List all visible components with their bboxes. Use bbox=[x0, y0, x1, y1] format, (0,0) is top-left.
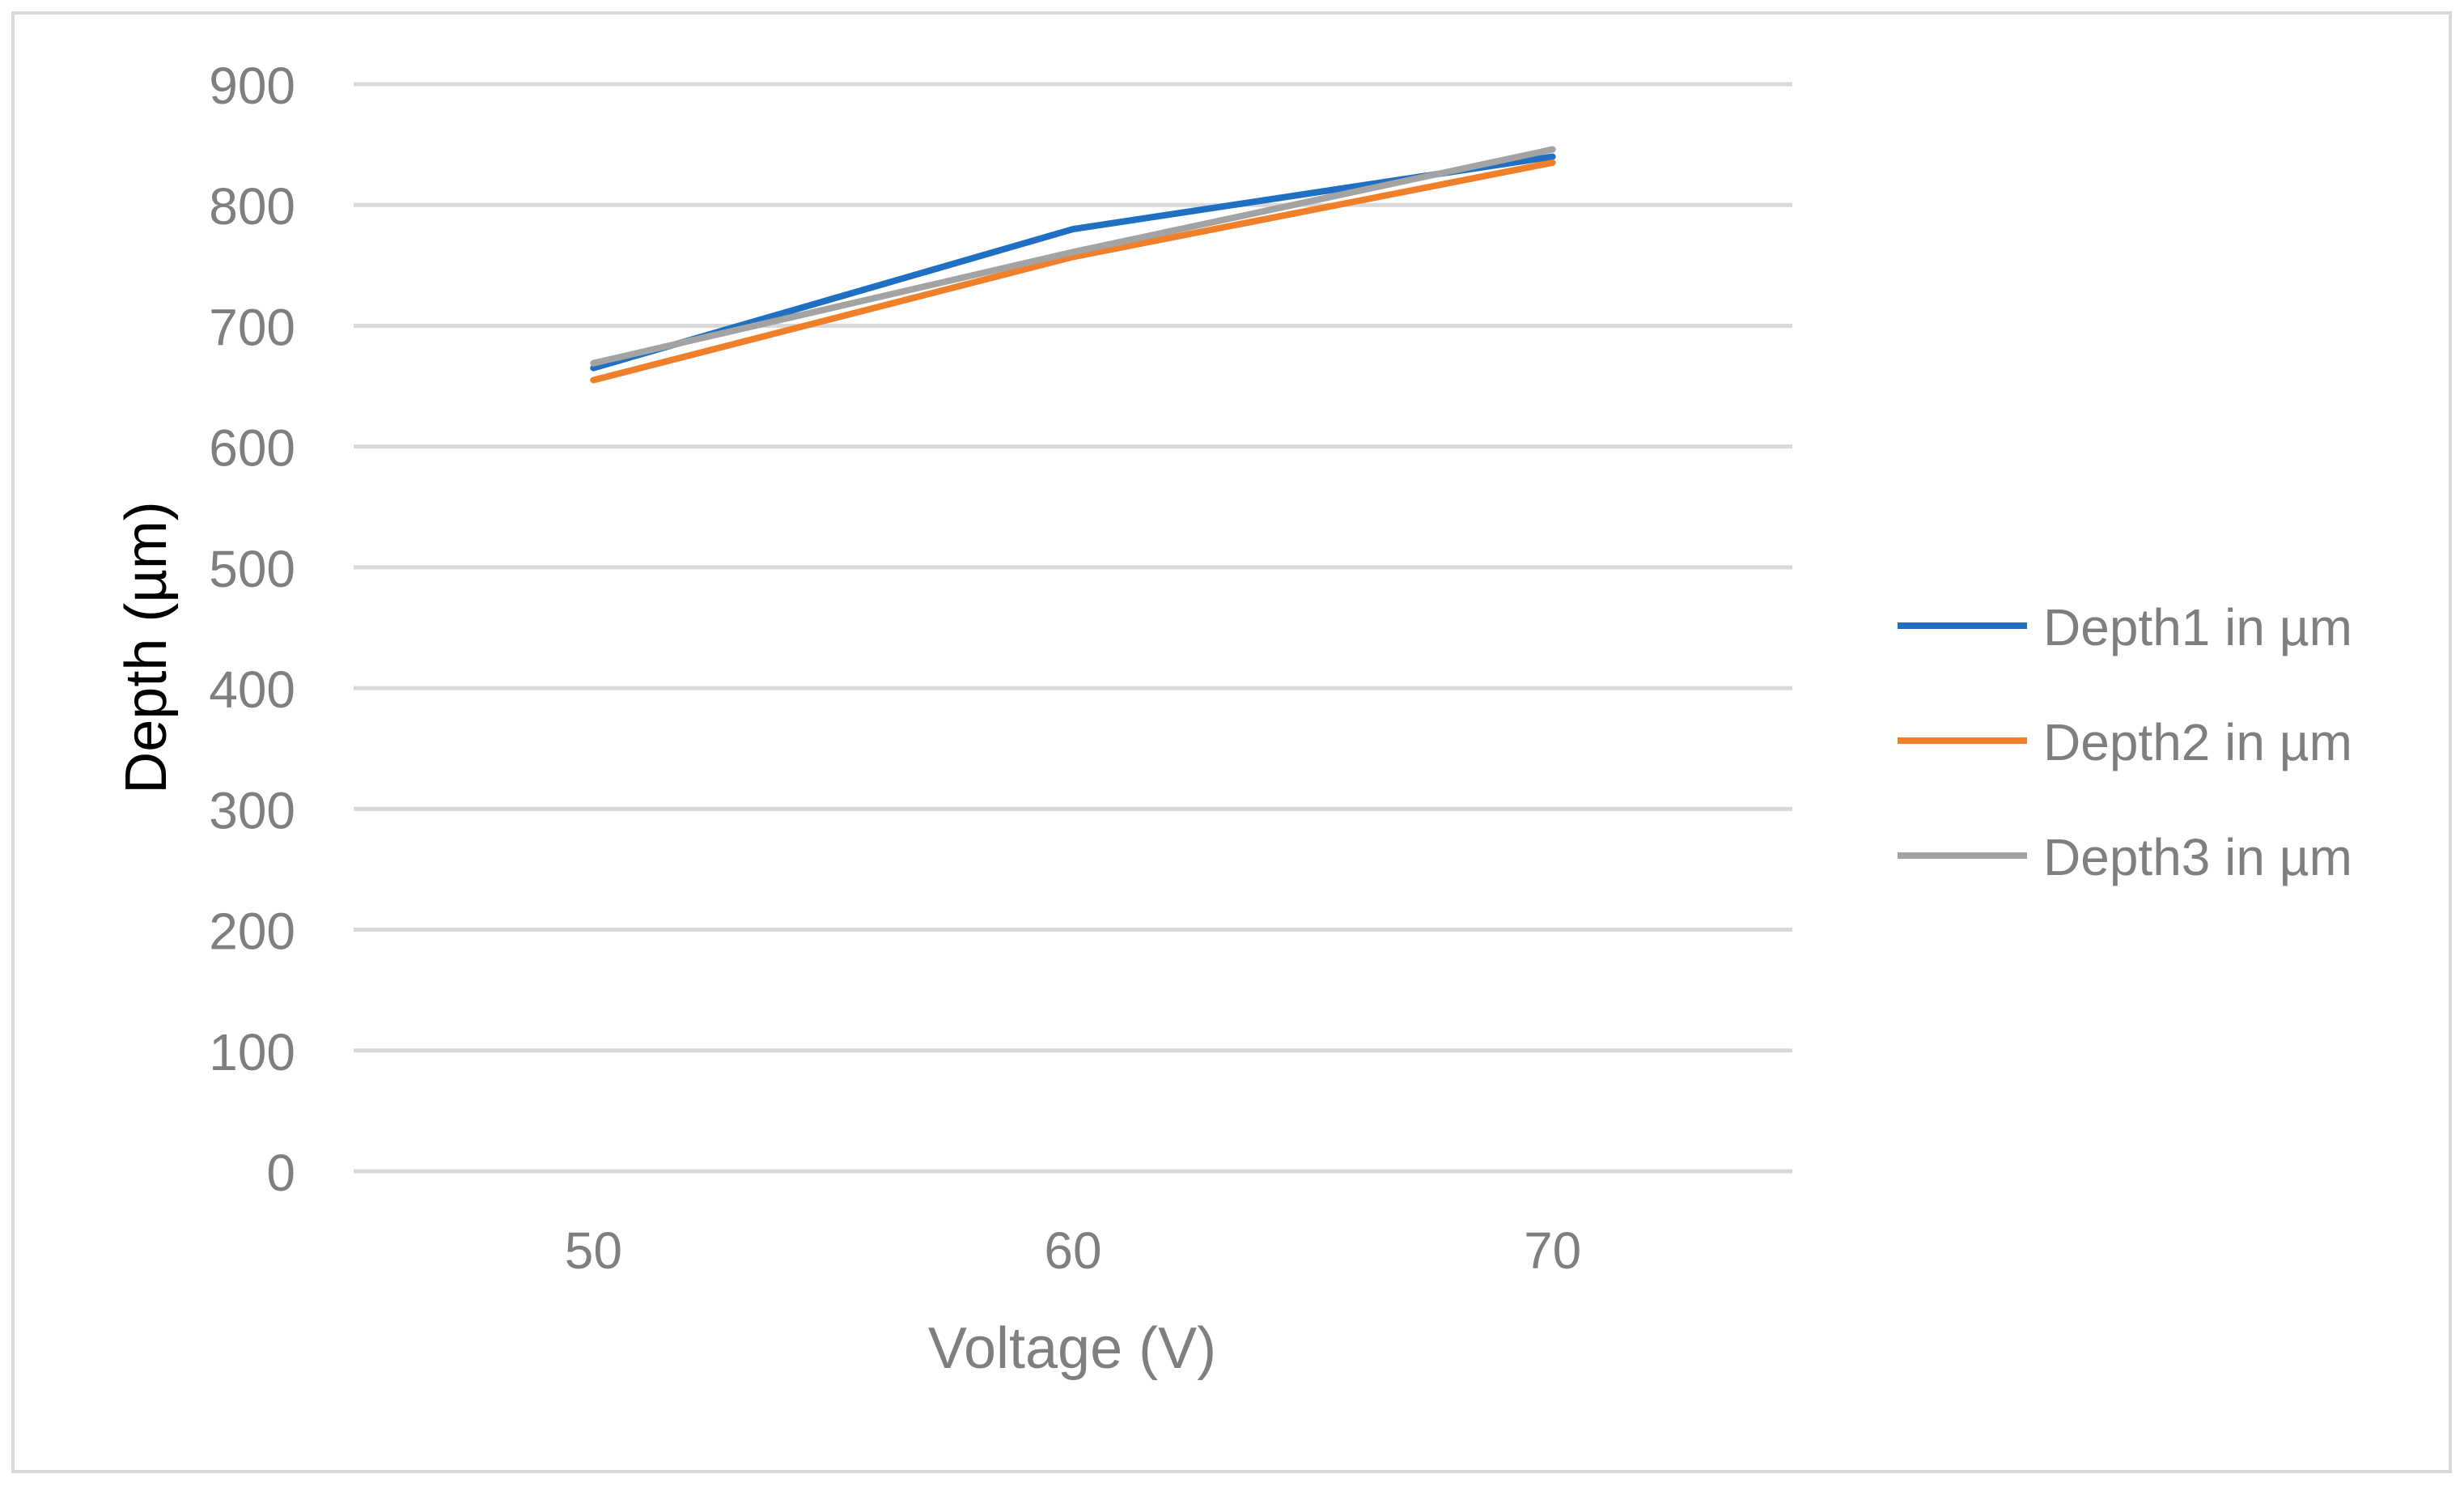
y-tick-label: 800 bbox=[209, 177, 295, 236]
y-tick-label: 300 bbox=[209, 781, 295, 839]
y-tick-label: 700 bbox=[209, 298, 295, 356]
y-tick-label: 900 bbox=[209, 57, 295, 115]
series-lines bbox=[590, 146, 1556, 384]
y-tick-label: 0 bbox=[266, 1144, 295, 1202]
y-axis-label: Depth (µm) bbox=[114, 501, 179, 794]
y-tick-label: 200 bbox=[209, 903, 295, 961]
legend-label-1: Depth1 in µm bbox=[2043, 598, 2352, 656]
data-point-series-1 bbox=[1552, 156, 1554, 158]
y-tick-label: 600 bbox=[209, 419, 295, 478]
data-point-series-1 bbox=[1072, 228, 1074, 230]
gridlines bbox=[354, 82, 1792, 1174]
y-axis-ticks: 0 100 200 300 400 500 600 700 800 900 bbox=[209, 57, 295, 1202]
y-tick-label: 400 bbox=[209, 661, 295, 719]
y-tick-label: 500 bbox=[209, 540, 295, 598]
chart-border bbox=[11, 11, 2452, 1473]
x-tick-label: 50 bbox=[565, 1221, 622, 1280]
x-axis-label: Voltage (V) bbox=[928, 1316, 1216, 1381]
y-tick-label: 100 bbox=[209, 1023, 295, 1081]
legend-label-3: Depth3 in µm bbox=[2043, 828, 2352, 886]
legend-label-2: Depth2 in µm bbox=[2043, 713, 2352, 771]
x-tick-label: 70 bbox=[1524, 1221, 1581, 1280]
x-tick-label: 60 bbox=[1044, 1221, 1101, 1280]
legend: Depth1 in µm Depth2 in µm Depth3 in µm bbox=[1898, 598, 2352, 886]
data-point-series-3 bbox=[1552, 149, 1554, 151]
data-point-series-1 bbox=[592, 367, 594, 369]
x-axis-ticks: 50 60 70 bbox=[565, 1221, 1582, 1280]
data-point-series-2 bbox=[1552, 162, 1554, 164]
data-point-series-3 bbox=[1072, 251, 1074, 253]
